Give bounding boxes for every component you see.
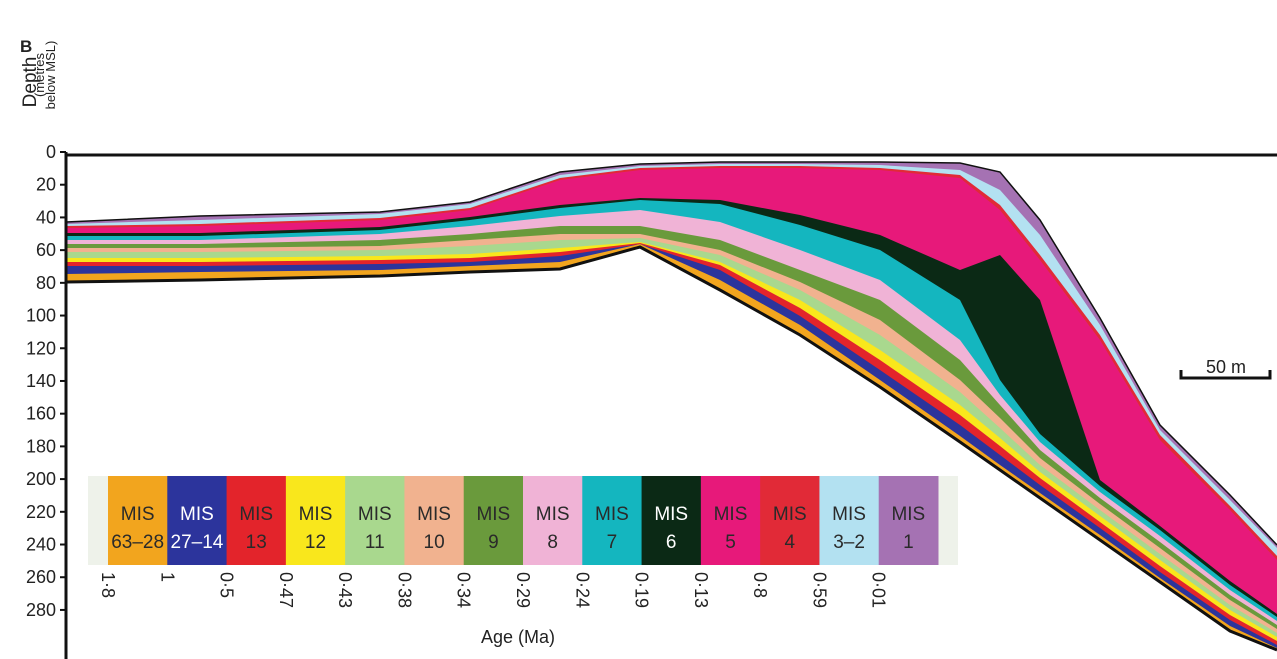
y-tick-label: 20 — [36, 175, 56, 195]
stage-label: MIS — [536, 504, 570, 525]
stage-swatch — [404, 476, 465, 565]
age-label: 0·13 — [691, 572, 711, 608]
stage-number: 27–14 — [171, 532, 224, 553]
age-label: 0·29 — [513, 572, 533, 608]
stage-swatch — [463, 476, 524, 565]
scale-bar: 50 m — [1179, 357, 1272, 380]
stage-swatch — [878, 476, 939, 565]
scale-bar-label: 50 m — [1206, 357, 1246, 377]
stage-label: MIS — [180, 504, 214, 525]
y-tick-label: 120 — [26, 338, 56, 358]
y-tick-label: 240 — [26, 535, 56, 555]
stage-label: MIS — [654, 504, 688, 525]
age-label: 1·8 — [98, 572, 118, 598]
age-label: 0·43 — [335, 572, 355, 608]
basement-line — [65, 245, 1277, 652]
stage-number: 5 — [725, 532, 736, 553]
scale-bar-line — [1179, 370, 1272, 380]
y-tick-label: 80 — [36, 273, 56, 293]
stage-swatch — [819, 476, 880, 565]
age-label: 0·8 — [750, 572, 770, 598]
y-tick-label: 200 — [26, 469, 56, 489]
y-tick-label: 100 — [26, 306, 56, 326]
y-tick-label: 220 — [26, 502, 56, 522]
stage-number: 13 — [246, 532, 267, 553]
age-label: 1 — [157, 572, 177, 582]
stage-number: 10 — [424, 532, 445, 553]
stage-label: MIS — [773, 504, 807, 525]
y-tick-label: 180 — [26, 436, 56, 456]
stage-number: 8 — [547, 532, 558, 553]
strata — [65, 161, 1277, 652]
stage-label: MIS — [299, 504, 333, 525]
panel-label: B — [20, 37, 32, 56]
age-label: 0·34 — [454, 572, 474, 608]
age-label: 0·47 — [276, 572, 296, 608]
stage-label: MIS — [121, 504, 155, 525]
y-tick-label: 40 — [36, 207, 56, 227]
stage-number: 63–28 — [111, 532, 164, 553]
stage-swatch — [167, 476, 228, 565]
stage-number: 11 — [365, 532, 385, 553]
stage-swatch — [760, 476, 820, 565]
stage-swatch — [285, 476, 346, 565]
stage-number: 1 — [903, 532, 914, 553]
stage-number: 9 — [488, 532, 499, 553]
stage-label: MIS — [239, 504, 273, 525]
stage-swatch — [108, 476, 168, 565]
y-tick-label: 140 — [26, 371, 56, 391]
stage-label: MIS — [714, 504, 748, 525]
y-axis-label: Depth — [20, 57, 41, 108]
age-label: 0·5 — [217, 572, 237, 598]
stage-label: MIS — [358, 504, 392, 525]
stratum — [66, 198, 1277, 650]
y-axis-sublabel: below MSL) — [43, 41, 58, 110]
age-label: 0·24 — [572, 572, 592, 608]
stage-label: MIS — [476, 504, 510, 525]
stage-swatch — [345, 476, 405, 565]
stage-number: 7 — [607, 532, 618, 553]
stage-number: 12 — [305, 532, 326, 553]
y-tick-label: 160 — [26, 404, 56, 424]
stage-number: 6 — [666, 532, 677, 553]
stage-label: MIS — [595, 504, 629, 525]
y-tick-label: 60 — [36, 240, 56, 260]
age-label: 0·38 — [394, 572, 414, 608]
age-label: 0·19 — [632, 572, 652, 608]
stage-number: 3–2 — [833, 532, 865, 553]
stage-swatch — [641, 476, 702, 565]
y-tick-label: 0 — [46, 142, 56, 162]
seabed-line — [65, 161, 1277, 546]
y-axis-sublabel: (metres — [32, 52, 47, 97]
stage-swatch — [700, 476, 761, 565]
stage-swatch — [523, 476, 583, 565]
y-tick-label: 280 — [26, 600, 56, 620]
stage-swatch — [226, 476, 287, 565]
x-axis-label: Age (Ma) — [481, 627, 555, 647]
stage-label: MIS — [417, 504, 451, 525]
stage-label: MIS — [832, 504, 866, 525]
stage-swatch — [582, 476, 643, 565]
stage-label: MIS — [891, 504, 925, 525]
y-tick-label: 260 — [26, 567, 56, 587]
stage-number: 4 — [784, 532, 795, 553]
age-label: 0·01 — [869, 572, 889, 608]
age-label: 0·59 — [809, 572, 829, 608]
